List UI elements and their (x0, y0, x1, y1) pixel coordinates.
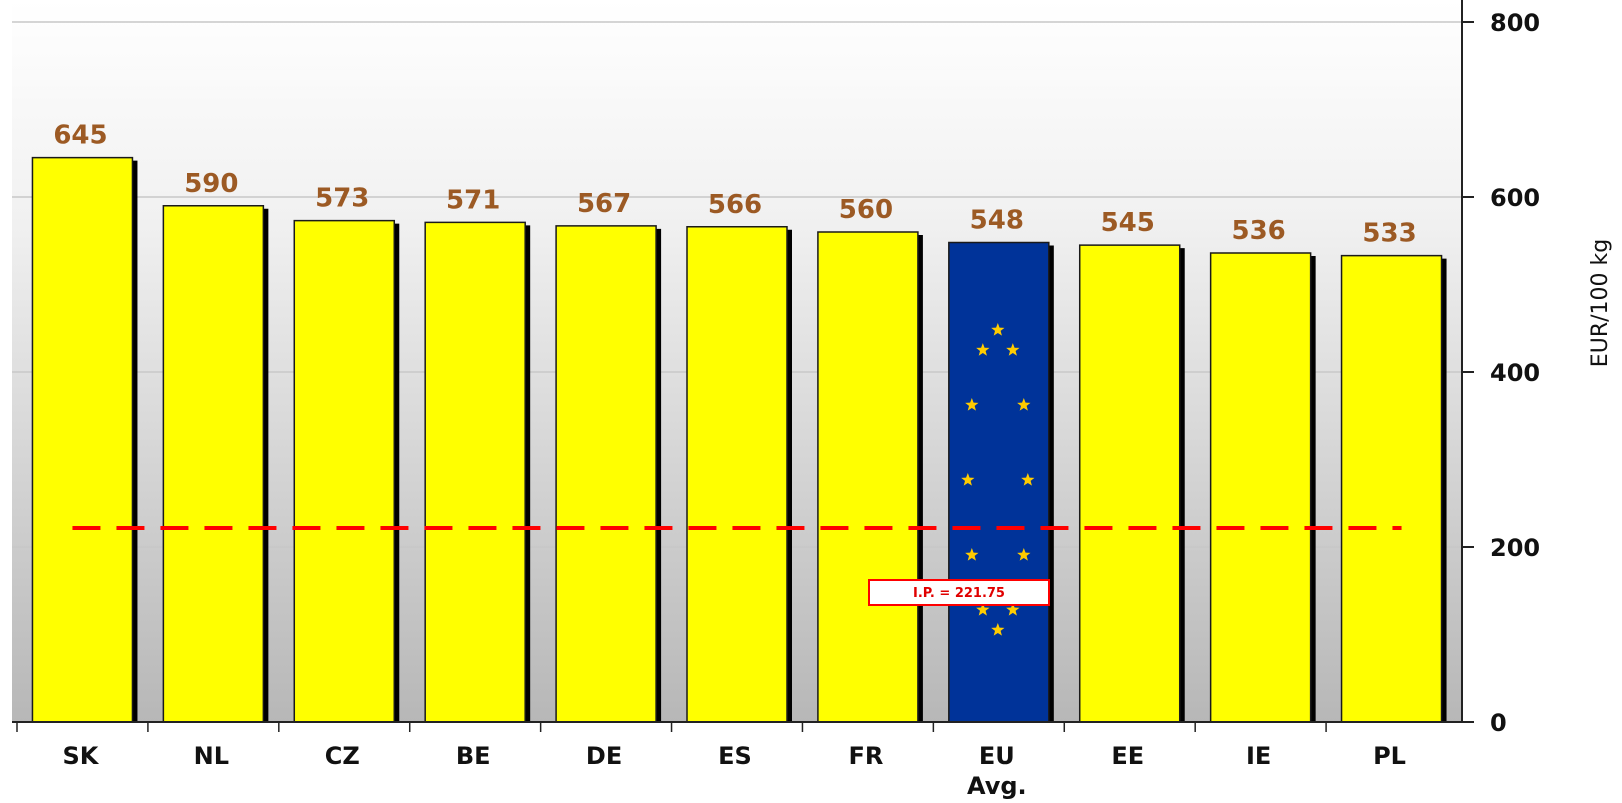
bar-pl (1340, 254, 1443, 723)
eu-star-icon (1021, 473, 1035, 486)
y-tick-label: 600 (1490, 184, 1540, 212)
eu-star-icon (976, 343, 990, 356)
eu-star-icon (991, 623, 1005, 636)
y-tick-label: 200 (1490, 534, 1540, 562)
bar-fr (817, 231, 919, 723)
bar-eu-avg (948, 241, 1050, 723)
value-label: 560 (839, 195, 893, 225)
bar-cz (293, 219, 396, 723)
bars (31, 156, 1447, 723)
category-label: NL (194, 742, 229, 770)
eu-star-icon (961, 473, 975, 486)
bar-ee (1078, 244, 1181, 723)
eu-star-icon (1017, 548, 1031, 561)
bar-ie (1209, 252, 1312, 723)
bar-sk (31, 156, 134, 723)
value-label: 536 (1231, 216, 1285, 246)
reference-label: I.P. = 221.75 (913, 586, 1005, 601)
category-label: DE (586, 742, 622, 770)
y-tick-label: 0 (1490, 709, 1507, 737)
y-tick-label: 800 (1490, 9, 1540, 37)
y-axis-title: EUR/100 kg (1588, 239, 1613, 367)
bar-nl (162, 205, 265, 723)
eu-star-icon (1006, 343, 1020, 356)
bar-de (555, 225, 657, 723)
value-label: 567 (577, 189, 631, 219)
category-label: FR (848, 742, 883, 770)
eu-star-icon (991, 323, 1005, 336)
y-tick-label: 400 (1490, 359, 1540, 387)
eu-star-icon (965, 548, 979, 561)
category-label: EU (979, 742, 1015, 770)
value-label: 545 (1101, 208, 1155, 238)
eu-star-icon (1017, 398, 1031, 411)
category-label: IE (1246, 742, 1271, 770)
value-label: 533 (1362, 219, 1416, 249)
value-label: 566 (708, 190, 762, 220)
value-label: 590 (184, 169, 238, 199)
bar-be (424, 221, 526, 723)
reference-line-group: I.P. = 221.75 (72, 525, 1402, 606)
category-label: BE (456, 742, 491, 770)
reference-label-box (868, 579, 1050, 606)
labels: 645 SK 590 NL 573 CZ 571 BE 567 DE 566 ES 560 FR 548 EU… (53, 121, 1416, 800)
category-label: SK (63, 742, 100, 770)
eu-star-icon (1006, 602, 1020, 616)
eu-star-icon (965, 398, 979, 411)
value-label: 571 (446, 185, 500, 215)
category-label: PL (1373, 742, 1406, 770)
category-label: EE (1111, 742, 1144, 770)
axes: 0 200 400 600 800 (12, 0, 1540, 737)
value-label: 573 (315, 184, 369, 214)
bar-es (686, 226, 788, 723)
category-label: Avg. (967, 772, 1027, 800)
value-label: 548 (970, 206, 1024, 236)
category-label: CZ (325, 742, 360, 770)
category-label: ES (718, 742, 752, 770)
value-label: 645 (53, 121, 107, 151)
eu-star-icon (976, 602, 990, 616)
